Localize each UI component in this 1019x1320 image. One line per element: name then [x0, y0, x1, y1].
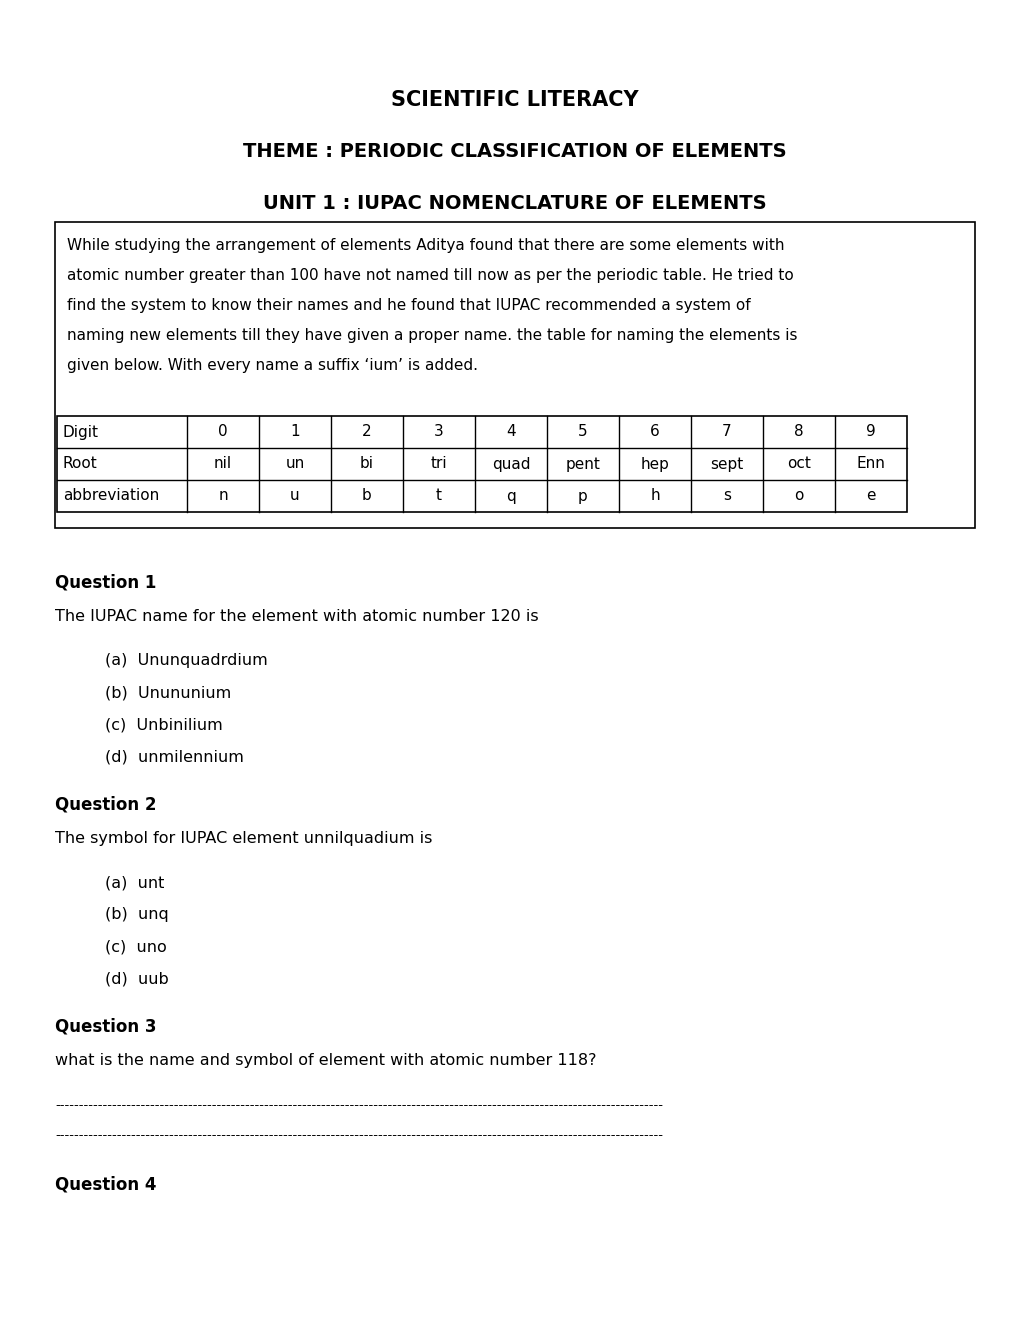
Text: u: u: [289, 488, 300, 503]
FancyBboxPatch shape: [55, 222, 974, 528]
Text: oct: oct: [787, 457, 810, 471]
Text: (b)  Unununium: (b) Unununium: [105, 685, 231, 700]
Text: h: h: [649, 488, 659, 503]
FancyBboxPatch shape: [57, 416, 906, 512]
Text: (c)  uno: (c) uno: [105, 939, 166, 954]
Text: --------------------------------------------------------------------------------: ----------------------------------------…: [55, 1129, 662, 1142]
Text: Question 4: Question 4: [55, 1175, 156, 1193]
Text: 2: 2: [362, 425, 372, 440]
Text: 7: 7: [721, 425, 731, 440]
Text: (a)  unt: (a) unt: [105, 875, 164, 890]
Text: While studying the arrangement of elements Aditya found that there are some elem: While studying the arrangement of elemen…: [67, 238, 784, 253]
Text: quad: quad: [491, 457, 530, 471]
Text: 3: 3: [434, 425, 443, 440]
Text: (d)  uub: (d) uub: [105, 972, 168, 986]
Text: nil: nil: [214, 457, 232, 471]
Text: Question 2: Question 2: [55, 795, 156, 813]
Text: p: p: [578, 488, 587, 503]
Text: b: b: [362, 488, 372, 503]
Text: SCIENTIFIC LITERACY: SCIENTIFIC LITERACY: [391, 90, 638, 110]
Text: THEME : PERIODIC CLASSIFICATION OF ELEMENTS: THEME : PERIODIC CLASSIFICATION OF ELEME…: [243, 143, 786, 161]
Text: given below. With every name a suffix ‘ium’ is added.: given below. With every name a suffix ‘i…: [67, 358, 478, 374]
Text: Digit: Digit: [63, 425, 99, 440]
Text: what is the name and symbol of element with atomic number 118?: what is the name and symbol of element w…: [55, 1053, 596, 1068]
Text: un: un: [285, 457, 305, 471]
Text: (d)  unmilennium: (d) unmilennium: [105, 748, 244, 764]
Text: The symbol for IUPAC element unnilquadium is: The symbol for IUPAC element unnilquadiu…: [55, 832, 432, 846]
Text: o: o: [794, 488, 803, 503]
Text: Question 1: Question 1: [55, 573, 156, 591]
Text: Enn: Enn: [856, 457, 884, 471]
Text: tri: tri: [430, 457, 447, 471]
Text: pent: pent: [565, 457, 600, 471]
Text: n: n: [218, 488, 227, 503]
Text: q: q: [505, 488, 516, 503]
Text: hep: hep: [640, 457, 668, 471]
Text: The IUPAC name for the element with atomic number 120 is: The IUPAC name for the element with atom…: [55, 609, 538, 624]
Text: Question 3: Question 3: [55, 1016, 156, 1035]
Text: 0: 0: [218, 425, 227, 440]
Text: abbreviation: abbreviation: [63, 488, 159, 503]
Text: 8: 8: [794, 425, 803, 440]
Text: UNIT 1 : IUPAC NOMENCLATURE OF ELEMENTS: UNIT 1 : IUPAC NOMENCLATURE OF ELEMENTS: [263, 194, 766, 213]
Text: (a)  Ununquadrdium: (a) Ununquadrdium: [105, 653, 268, 668]
Text: 6: 6: [649, 425, 659, 440]
Text: bi: bi: [360, 457, 374, 471]
Text: --------------------------------------------------------------------------------: ----------------------------------------…: [55, 1100, 662, 1111]
Text: find the system to know their names and he found that IUPAC recommended a system: find the system to know their names and …: [67, 298, 750, 313]
Text: sept: sept: [709, 457, 743, 471]
Text: e: e: [865, 488, 875, 503]
Text: t: t: [435, 488, 441, 503]
Text: 9: 9: [865, 425, 875, 440]
Text: (c)  Unbinilium: (c) Unbinilium: [105, 717, 222, 733]
Text: s: s: [722, 488, 731, 503]
Text: atomic number greater than 100 have not named till now as per the periodic table: atomic number greater than 100 have not …: [67, 268, 793, 282]
Text: 1: 1: [289, 425, 300, 440]
Text: Root: Root: [63, 457, 98, 471]
Text: naming new elements till they have given a proper name. the table for naming the: naming new elements till they have given…: [67, 327, 797, 343]
Text: (b)  unq: (b) unq: [105, 907, 168, 921]
Text: 5: 5: [578, 425, 587, 440]
Text: 4: 4: [505, 425, 516, 440]
